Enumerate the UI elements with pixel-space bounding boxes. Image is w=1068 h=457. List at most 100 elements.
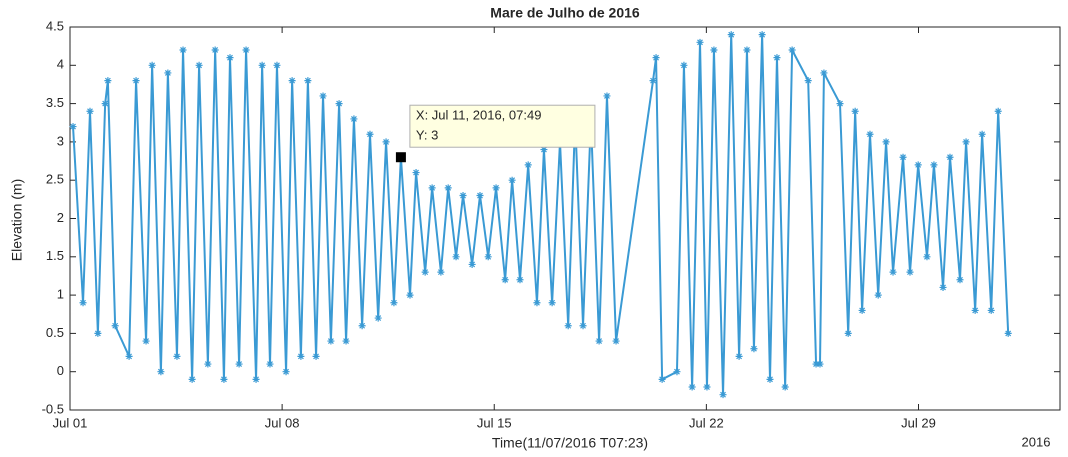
point-marker bbox=[406, 291, 414, 299]
point-marker bbox=[579, 322, 587, 330]
point-marker bbox=[727, 31, 735, 39]
y-tick-label: 3.5 bbox=[46, 95, 64, 110]
point-marker bbox=[816, 360, 824, 368]
point-marker bbox=[164, 69, 172, 77]
point-marker bbox=[437, 268, 445, 276]
point-marker bbox=[812, 360, 820, 368]
point-marker bbox=[649, 77, 657, 85]
point-marker bbox=[516, 276, 524, 284]
point-marker bbox=[258, 61, 266, 69]
point-marker bbox=[79, 299, 87, 307]
point-marker bbox=[421, 268, 429, 276]
point-marker bbox=[564, 322, 572, 330]
y-tick-label: 4 bbox=[57, 57, 64, 72]
point-marker bbox=[390, 299, 398, 307]
point-marker bbox=[994, 107, 1002, 115]
point-marker bbox=[603, 92, 611, 100]
point-marker bbox=[866, 130, 874, 138]
point-marker bbox=[428, 184, 436, 192]
point-marker bbox=[242, 46, 250, 54]
point-marker bbox=[476, 192, 484, 200]
datatip-text: X: Jul 11, 2016, 07:49 bbox=[416, 108, 542, 123]
point-marker bbox=[680, 61, 688, 69]
y-tick-label: 0.5 bbox=[46, 325, 64, 340]
y-tick-label: 0 bbox=[57, 363, 64, 378]
point-marker bbox=[987, 306, 995, 314]
y-tick-label: 2 bbox=[57, 210, 64, 225]
x-tick-label: Jul 29 bbox=[901, 415, 936, 430]
point-marker bbox=[358, 322, 366, 330]
point-marker bbox=[211, 46, 219, 54]
point-marker bbox=[906, 268, 914, 276]
point-marker bbox=[874, 291, 882, 299]
point-marker bbox=[273, 61, 281, 69]
point-marker bbox=[220, 375, 228, 383]
point-marker bbox=[804, 77, 812, 85]
point-marker bbox=[492, 184, 500, 192]
point-marker bbox=[533, 299, 541, 307]
point-marker bbox=[374, 314, 382, 322]
point-marker bbox=[540, 146, 548, 154]
point-marker bbox=[179, 46, 187, 54]
point-marker bbox=[758, 31, 766, 39]
point-marker bbox=[444, 184, 452, 192]
point-marker bbox=[366, 130, 374, 138]
point-marker bbox=[914, 161, 922, 169]
point-marker bbox=[844, 329, 852, 337]
point-marker bbox=[889, 268, 897, 276]
point-marker bbox=[350, 115, 358, 123]
point-marker bbox=[743, 46, 751, 54]
point-marker bbox=[766, 375, 774, 383]
point-marker bbox=[94, 329, 102, 337]
y-tick-label: 4.5 bbox=[46, 18, 64, 33]
point-marker bbox=[312, 352, 320, 360]
point-marker bbox=[788, 46, 796, 54]
point-marker bbox=[484, 253, 492, 261]
point-marker bbox=[382, 138, 390, 146]
point-marker bbox=[696, 38, 704, 46]
point-marker bbox=[820, 69, 828, 77]
point-marker bbox=[282, 368, 290, 376]
point-marker bbox=[836, 100, 844, 108]
point-marker bbox=[125, 352, 133, 360]
point-marker bbox=[252, 375, 260, 383]
point-marker bbox=[978, 130, 986, 138]
point-marker bbox=[971, 306, 979, 314]
chart-title: Mare de Julho de 2016 bbox=[490, 5, 640, 21]
point-marker bbox=[750, 345, 758, 353]
point-marker bbox=[101, 100, 109, 108]
x-tick-label: Jul 22 bbox=[689, 415, 724, 430]
point-marker bbox=[858, 306, 866, 314]
point-marker bbox=[548, 299, 556, 307]
point-marker bbox=[710, 46, 718, 54]
point-marker bbox=[773, 54, 781, 62]
point-marker bbox=[304, 77, 312, 85]
point-marker bbox=[930, 161, 938, 169]
point-marker bbox=[962, 138, 970, 146]
point-marker bbox=[195, 61, 203, 69]
point-marker bbox=[851, 107, 859, 115]
point-marker bbox=[882, 138, 890, 146]
point-marker bbox=[946, 153, 954, 161]
point-marker bbox=[226, 54, 234, 62]
x-year-label: 2016 bbox=[1022, 434, 1051, 449]
point-marker bbox=[658, 375, 666, 383]
point-marker bbox=[595, 337, 603, 345]
point-marker bbox=[612, 337, 620, 345]
point-marker bbox=[459, 192, 467, 200]
point-marker bbox=[132, 77, 140, 85]
point-marker bbox=[939, 283, 947, 291]
y-tick-label: 3 bbox=[57, 133, 64, 148]
point-marker bbox=[86, 107, 94, 115]
point-marker bbox=[297, 352, 305, 360]
x-tick-label: Jul 15 bbox=[477, 415, 512, 430]
point-marker bbox=[468, 260, 476, 268]
y-tick-label: -0.5 bbox=[42, 401, 64, 416]
point-marker bbox=[719, 391, 727, 399]
point-marker bbox=[157, 368, 165, 376]
point-marker bbox=[703, 383, 711, 391]
point-marker bbox=[319, 92, 327, 100]
point-marker bbox=[652, 54, 660, 62]
point-marker bbox=[508, 176, 516, 184]
